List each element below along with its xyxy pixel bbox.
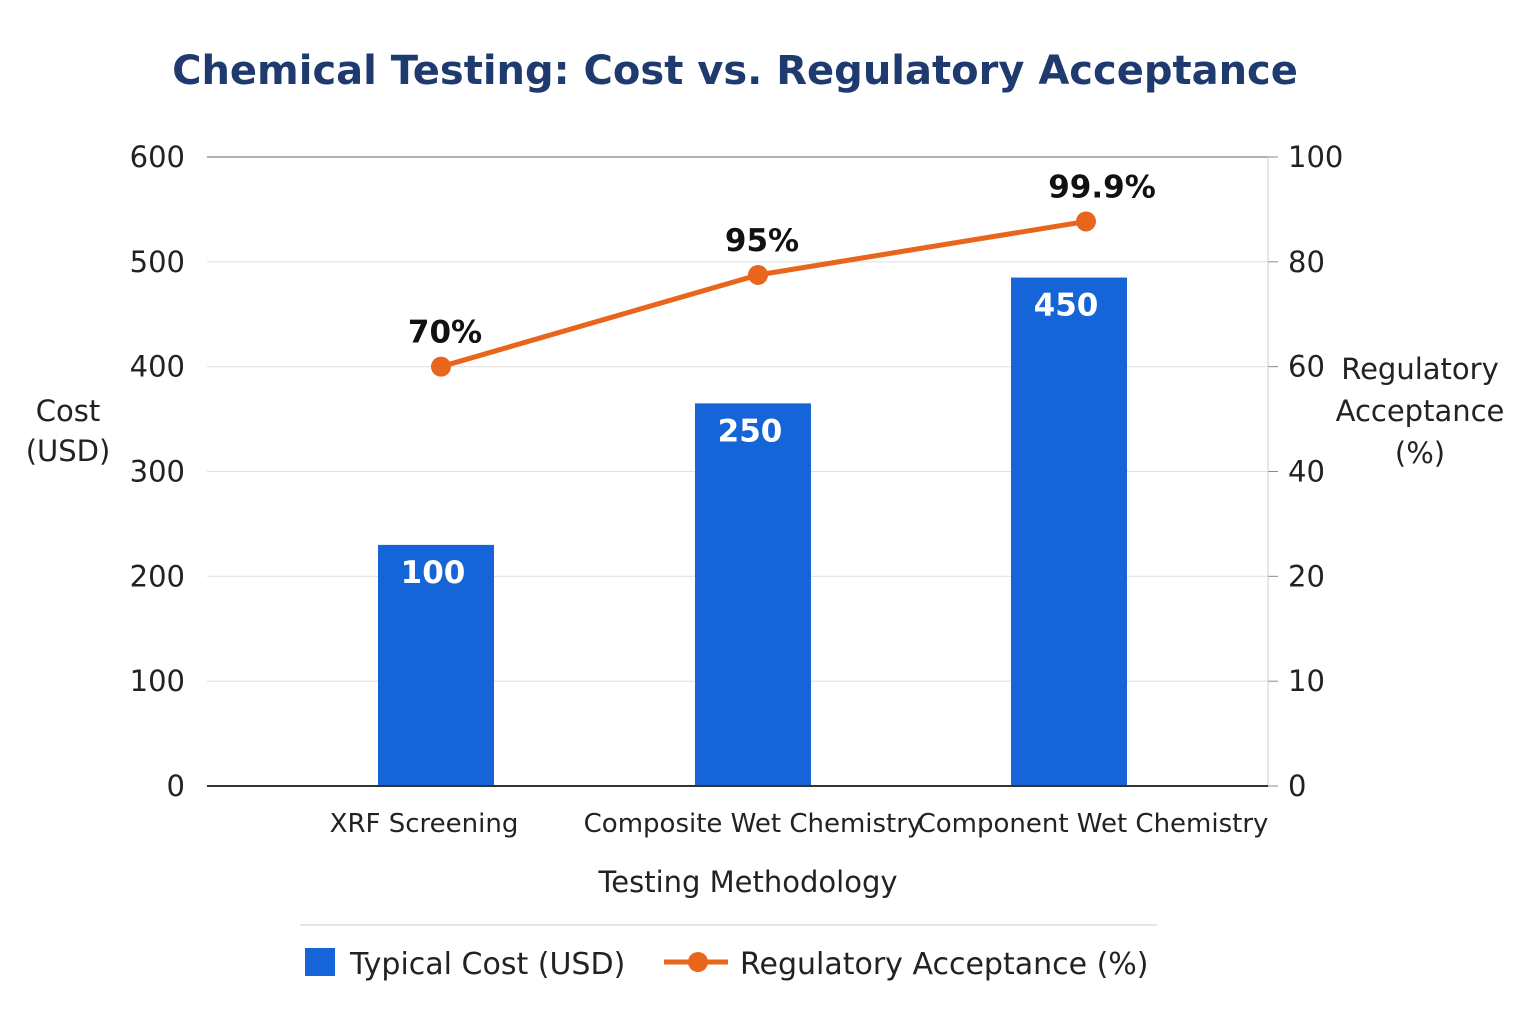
- x-tick-label: Component Wet Chemistry: [918, 809, 1269, 839]
- left-tick-label: 100: [130, 664, 185, 698]
- line-point: [748, 264, 768, 285]
- line-data-label: 95%: [725, 223, 799, 259]
- left-tick-label: 500: [130, 245, 185, 279]
- bar: [378, 544, 494, 786]
- x-tick-label: XRF Screening: [330, 809, 519, 839]
- right-tick-label: 80: [1288, 245, 1325, 279]
- legend-line-marker: [688, 952, 708, 972]
- chart-title: Chemical Testing: Cost vs. Regulatory Ac…: [172, 48, 1298, 94]
- legend-label: Regulatory Acceptance (%): [740, 947, 1149, 982]
- left-axis-title: Cost: [36, 394, 100, 428]
- right-tick-label: 100: [1288, 140, 1343, 174]
- bar: [1011, 277, 1127, 786]
- line-data-label: 99.9%: [1048, 169, 1156, 205]
- right-tick-label: 20: [1288, 559, 1325, 593]
- right-axis-title: Regulatory: [1341, 352, 1499, 386]
- left-tick-label: 400: [130, 350, 185, 384]
- left-tick-label: 200: [130, 559, 185, 593]
- left-tick-label: 0: [167, 769, 185, 803]
- bar: [695, 403, 811, 786]
- bar-data-label: 100: [401, 555, 466, 591]
- bar-data-label: 250: [718, 413, 783, 449]
- line-data-label: 70%: [408, 315, 482, 351]
- right-axis-title: Acceptance: [1336, 394, 1505, 428]
- line-point: [431, 356, 451, 377]
- right-tick-label: 10: [1288, 664, 1325, 698]
- bar-data-label: 450: [1034, 288, 1099, 324]
- line-point: [1076, 211, 1096, 232]
- right-axis-title: (%): [1395, 436, 1445, 470]
- legend-label: Typical Cost (USD): [349, 947, 625, 982]
- x-axis-title: Testing Methodology: [597, 865, 897, 899]
- left-tick-label: 600: [130, 140, 185, 174]
- right-tick-label: 0: [1288, 769, 1306, 803]
- right-tick-label: 60: [1288, 350, 1325, 384]
- x-tick-label: Composite Wet Chemistry: [584, 809, 923, 839]
- legend-bar-swatch: [305, 948, 335, 976]
- left-tick-label: 300: [130, 455, 185, 489]
- left-axis-title: (USD): [26, 434, 111, 468]
- right-tick-label: 40: [1288, 455, 1325, 489]
